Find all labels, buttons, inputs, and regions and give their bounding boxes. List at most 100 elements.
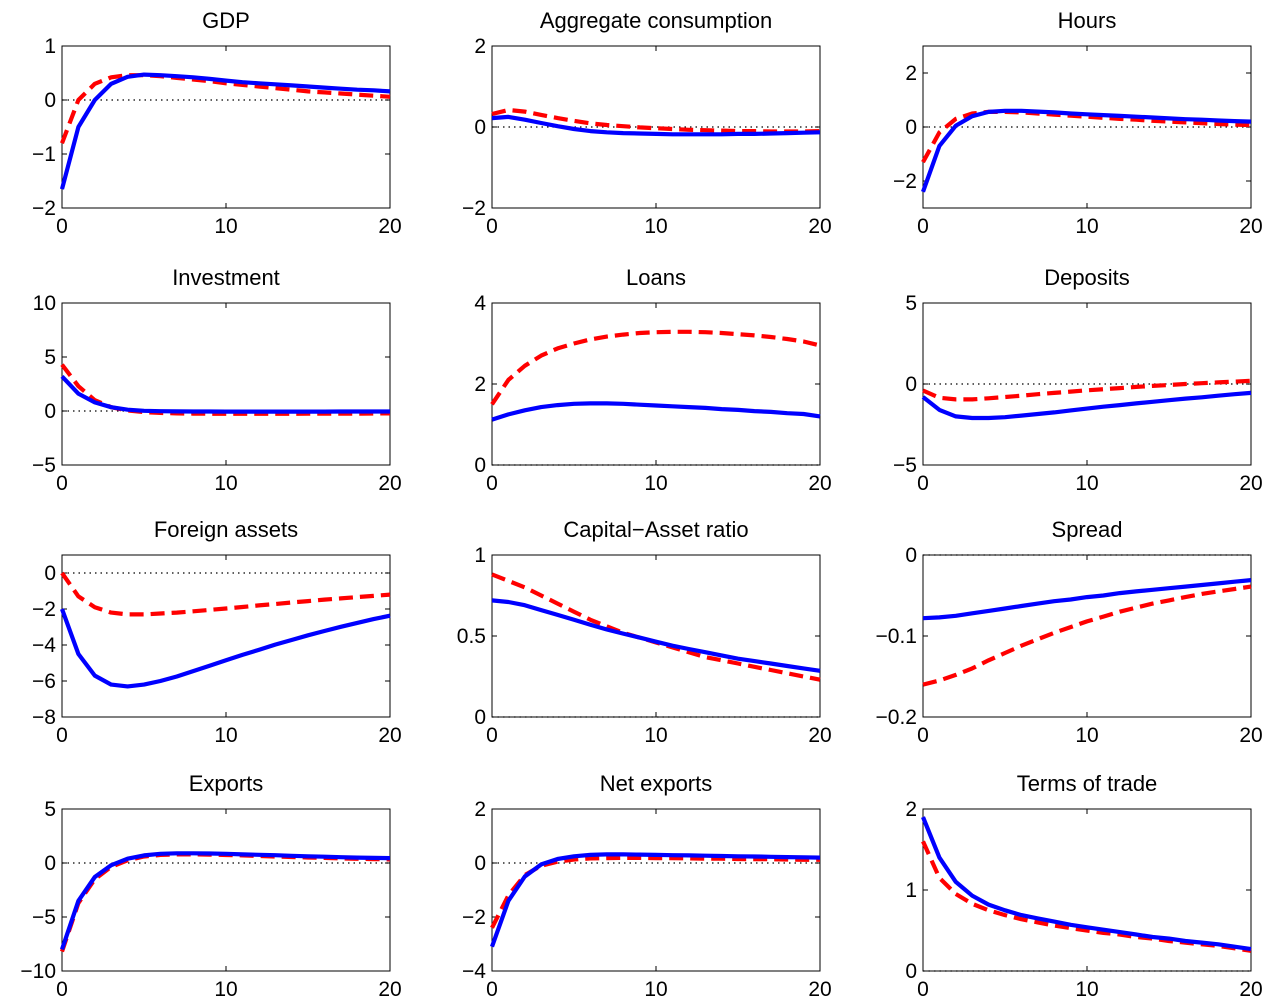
subplot-title: Investment <box>172 265 280 290</box>
x-tick-label: 20 <box>378 978 401 1001</box>
x-tick-label: 10 <box>644 978 667 1001</box>
x-tick-label: 0 <box>917 472 929 495</box>
y-tick-label: 0 <box>44 400 56 423</box>
x-tick-label: 0 <box>486 724 498 747</box>
y-tick-label: −0.1 <box>876 625 917 648</box>
y-tick-label: −0.2 <box>876 706 917 729</box>
x-tick-label: 20 <box>808 215 831 238</box>
plot-area <box>491 554 821 718</box>
series-line-solid <box>921 108 1252 193</box>
subplot-title: Terms of trade <box>1017 771 1158 796</box>
series-line-solid <box>491 401 821 422</box>
y-tick-label: 2 <box>474 373 486 396</box>
x-tick-label: 10 <box>1075 215 1098 238</box>
y-tick-label: 0 <box>474 852 486 875</box>
series-line-dashed <box>60 73 391 144</box>
y-tick-label: 5 <box>44 346 56 369</box>
subplot-title: Exports <box>189 771 264 796</box>
x-tick-label: 20 <box>808 978 831 1001</box>
series-line-dashed <box>490 329 821 406</box>
y-tick-label: 5 <box>905 292 917 315</box>
y-tick-label: −8 <box>32 706 56 729</box>
subplot-11: 0 10 20 0 1 2 Terms of trade <box>905 771 1262 1001</box>
x-tick-label: 20 <box>1239 215 1262 238</box>
subplot-title: Spread <box>1052 517 1123 542</box>
x-tick-label: 0 <box>56 215 68 238</box>
x-tick-label: 10 <box>1075 978 1098 1001</box>
x-tick-label: 20 <box>378 472 401 495</box>
series-line-solid <box>60 374 390 414</box>
y-tick-label: −1 <box>32 143 56 166</box>
plot-area <box>61 808 391 972</box>
series-line-dashed <box>921 840 1252 953</box>
x-tick-label: 20 <box>378 724 401 747</box>
y-tick-label: 2 <box>474 798 486 821</box>
series-line-dashed <box>922 584 1252 687</box>
y-tick-label: −2 <box>462 197 486 220</box>
y-tick-label: 0 <box>905 960 917 983</box>
y-tick-label: 0 <box>474 116 486 139</box>
y-tick-label: 0 <box>44 562 56 585</box>
series-line-dashed <box>60 571 391 617</box>
y-tick-label: 1 <box>905 879 917 902</box>
y-tick-label: 0.5 <box>457 625 486 648</box>
series-line-dashed <box>491 107 821 134</box>
series-line-solid <box>59 72 391 190</box>
subplot-0: 0 10 20 −2 −1 0 1 GDP <box>32 8 402 238</box>
subplot-title: Capital−Asset ratio <box>563 517 748 542</box>
plot-area <box>61 554 391 718</box>
series-line-solid <box>490 852 821 948</box>
x-tick-label: 20 <box>1239 472 1262 495</box>
subplot-title: Foreign assets <box>154 517 298 542</box>
x-tick-label: 0 <box>56 978 68 1001</box>
y-tick-label: −5 <box>893 454 917 477</box>
y-tick-label: 2 <box>905 798 917 821</box>
y-tick-label: 0 <box>905 116 917 139</box>
y-tick-label: −6 <box>32 670 56 693</box>
y-tick-label: 0 <box>474 706 486 729</box>
x-tick-label: 10 <box>644 472 667 495</box>
y-tick-label: 4 <box>474 292 486 315</box>
y-tick-label: −2 <box>32 197 56 220</box>
plot-area <box>491 808 821 972</box>
plot-area <box>61 302 391 466</box>
x-tick-label: 0 <box>917 215 929 238</box>
y-tick-label: 5 <box>44 798 56 821</box>
series-line-dashed <box>922 378 1252 402</box>
subplot-9: 0 10 20 −10 −5 0 5 Exports <box>20 771 401 1001</box>
subplot-10: 0 10 20 −4 −2 0 2 Net exports <box>462 771 832 1001</box>
x-tick-label: 10 <box>1075 472 1098 495</box>
plot-area <box>922 808 1252 972</box>
y-tick-label: 1 <box>44 35 56 58</box>
plot-area <box>491 45 821 209</box>
plot-area <box>922 554 1252 718</box>
series-line-solid <box>921 816 1252 952</box>
x-tick-label: 0 <box>56 724 68 747</box>
subplot-7: 0 10 20 0 0.5 1 Capital−Asset ratio <box>457 517 832 747</box>
y-tick-label: 0 <box>474 454 486 477</box>
series-line-solid <box>60 608 391 689</box>
series-line-solid <box>922 578 1252 621</box>
y-tick-label: 10 <box>33 292 56 315</box>
x-tick-label: 0 <box>917 978 929 1001</box>
y-tick-label: 0 <box>44 89 56 112</box>
y-tick-label: 2 <box>474 35 486 58</box>
subplot-8: 0 10 20 −0.2 −0.1 0 Spread <box>876 517 1263 747</box>
subplot-4: 0 10 20 0 2 4 Loans <box>474 265 831 495</box>
x-tick-label: 20 <box>378 215 401 238</box>
y-tick-label: −4 <box>32 634 56 657</box>
series-line-solid <box>491 598 821 673</box>
y-tick-label: 0 <box>44 852 56 875</box>
subplot-title: Deposits <box>1044 265 1130 290</box>
x-tick-label: 0 <box>917 724 929 747</box>
subplot-title: GDP <box>202 8 250 33</box>
x-tick-label: 20 <box>808 724 831 747</box>
x-tick-label: 20 <box>1239 978 1262 1001</box>
x-tick-label: 10 <box>214 724 237 747</box>
x-tick-label: 10 <box>214 472 237 495</box>
